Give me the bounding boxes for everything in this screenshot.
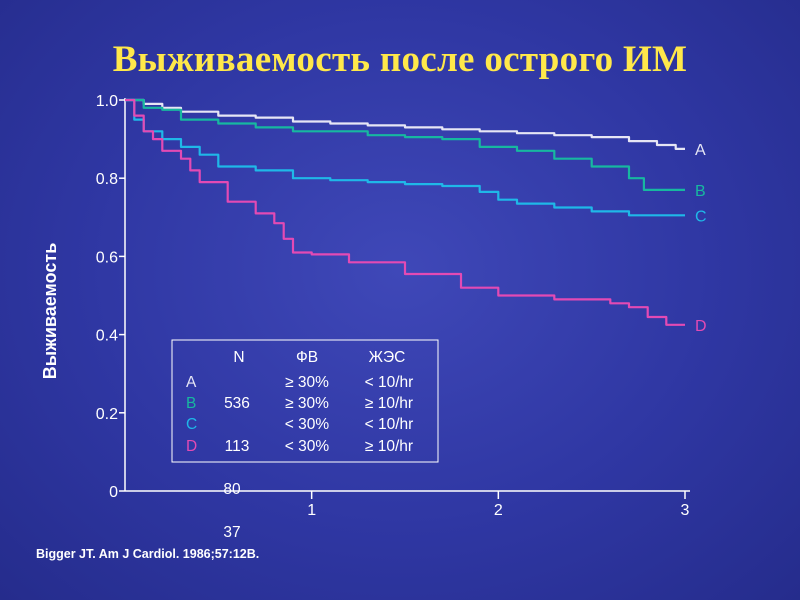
table-group-label-b: B	[186, 395, 196, 412]
series-line-c	[125, 98, 685, 217]
table-n-value: 37	[223, 524, 240, 541]
table-header-zhes: ЖЭС	[369, 349, 406, 366]
series-line-d	[125, 98, 685, 326]
table-fv-value: ≥ 30%	[285, 395, 329, 412]
y-tick-label: 0.2	[96, 406, 118, 423]
y-ticks: 0 0.2 0.4 0.6 0.8 1.0	[96, 93, 125, 501]
table-group-label-c: C	[186, 416, 197, 433]
chart-axes	[124, 98, 690, 492]
table-header-fv: ФВ	[296, 349, 318, 366]
y-tick-label: 0.4	[96, 328, 118, 345]
series-end-label-b: B	[695, 183, 706, 200]
y-tick-label: 0.6	[96, 249, 118, 266]
table-header-n: N	[233, 349, 244, 366]
slide-title: Выживаемость после острого ИМ	[112, 39, 688, 80]
y-tick-label: 0.8	[96, 171, 118, 188]
x-ticks: 1 2 3	[307, 491, 690, 519]
table-fv-value: < 30%	[285, 416, 330, 433]
table-zhes-value: < 10/hr	[365, 416, 414, 433]
series-end-label-d: D	[695, 318, 707, 335]
table-zhes-value: ≥ 10/hr	[365, 438, 413, 455]
table-zhes-value: ≥ 10/hr	[365, 395, 413, 412]
y-tick-label: 1.0	[96, 93, 118, 110]
legend-table: N ФВ ЖЭС A B C D 536 113 80 37 ≥ 30% ≥ 3…	[171, 339, 439, 541]
y-tick-label: 0	[109, 484, 118, 501]
series-end-label-c: C	[695, 208, 707, 225]
table-n-value: 80	[223, 481, 241, 498]
table-group-label-a: A	[186, 374, 197, 391]
table-n-value: 113	[225, 438, 250, 455]
series-line-b	[125, 98, 685, 191]
x-tick-label: 1	[307, 502, 316, 519]
y-axis-label: Выживаемость	[40, 243, 60, 380]
table-n-value: 536	[224, 395, 250, 412]
series-lines	[125, 98, 685, 326]
citation: Bigger JT. Am J Cardiol. 1986;57:12B.	[36, 547, 260, 561]
table-fv-value: ≥ 30%	[285, 374, 329, 391]
table-zhes-value: < 10/hr	[365, 374, 414, 391]
series-labels: A BC D	[695, 142, 707, 335]
x-tick-label: 2	[494, 502, 503, 519]
legend-table-box	[171, 339, 439, 463]
table-group-label-d: D	[186, 438, 197, 455]
table-fv-value: < 30%	[285, 438, 330, 455]
series-line-a	[125, 98, 685, 150]
series-end-label-a: A	[695, 142, 706, 159]
x-tick-label: 3	[681, 502, 690, 519]
